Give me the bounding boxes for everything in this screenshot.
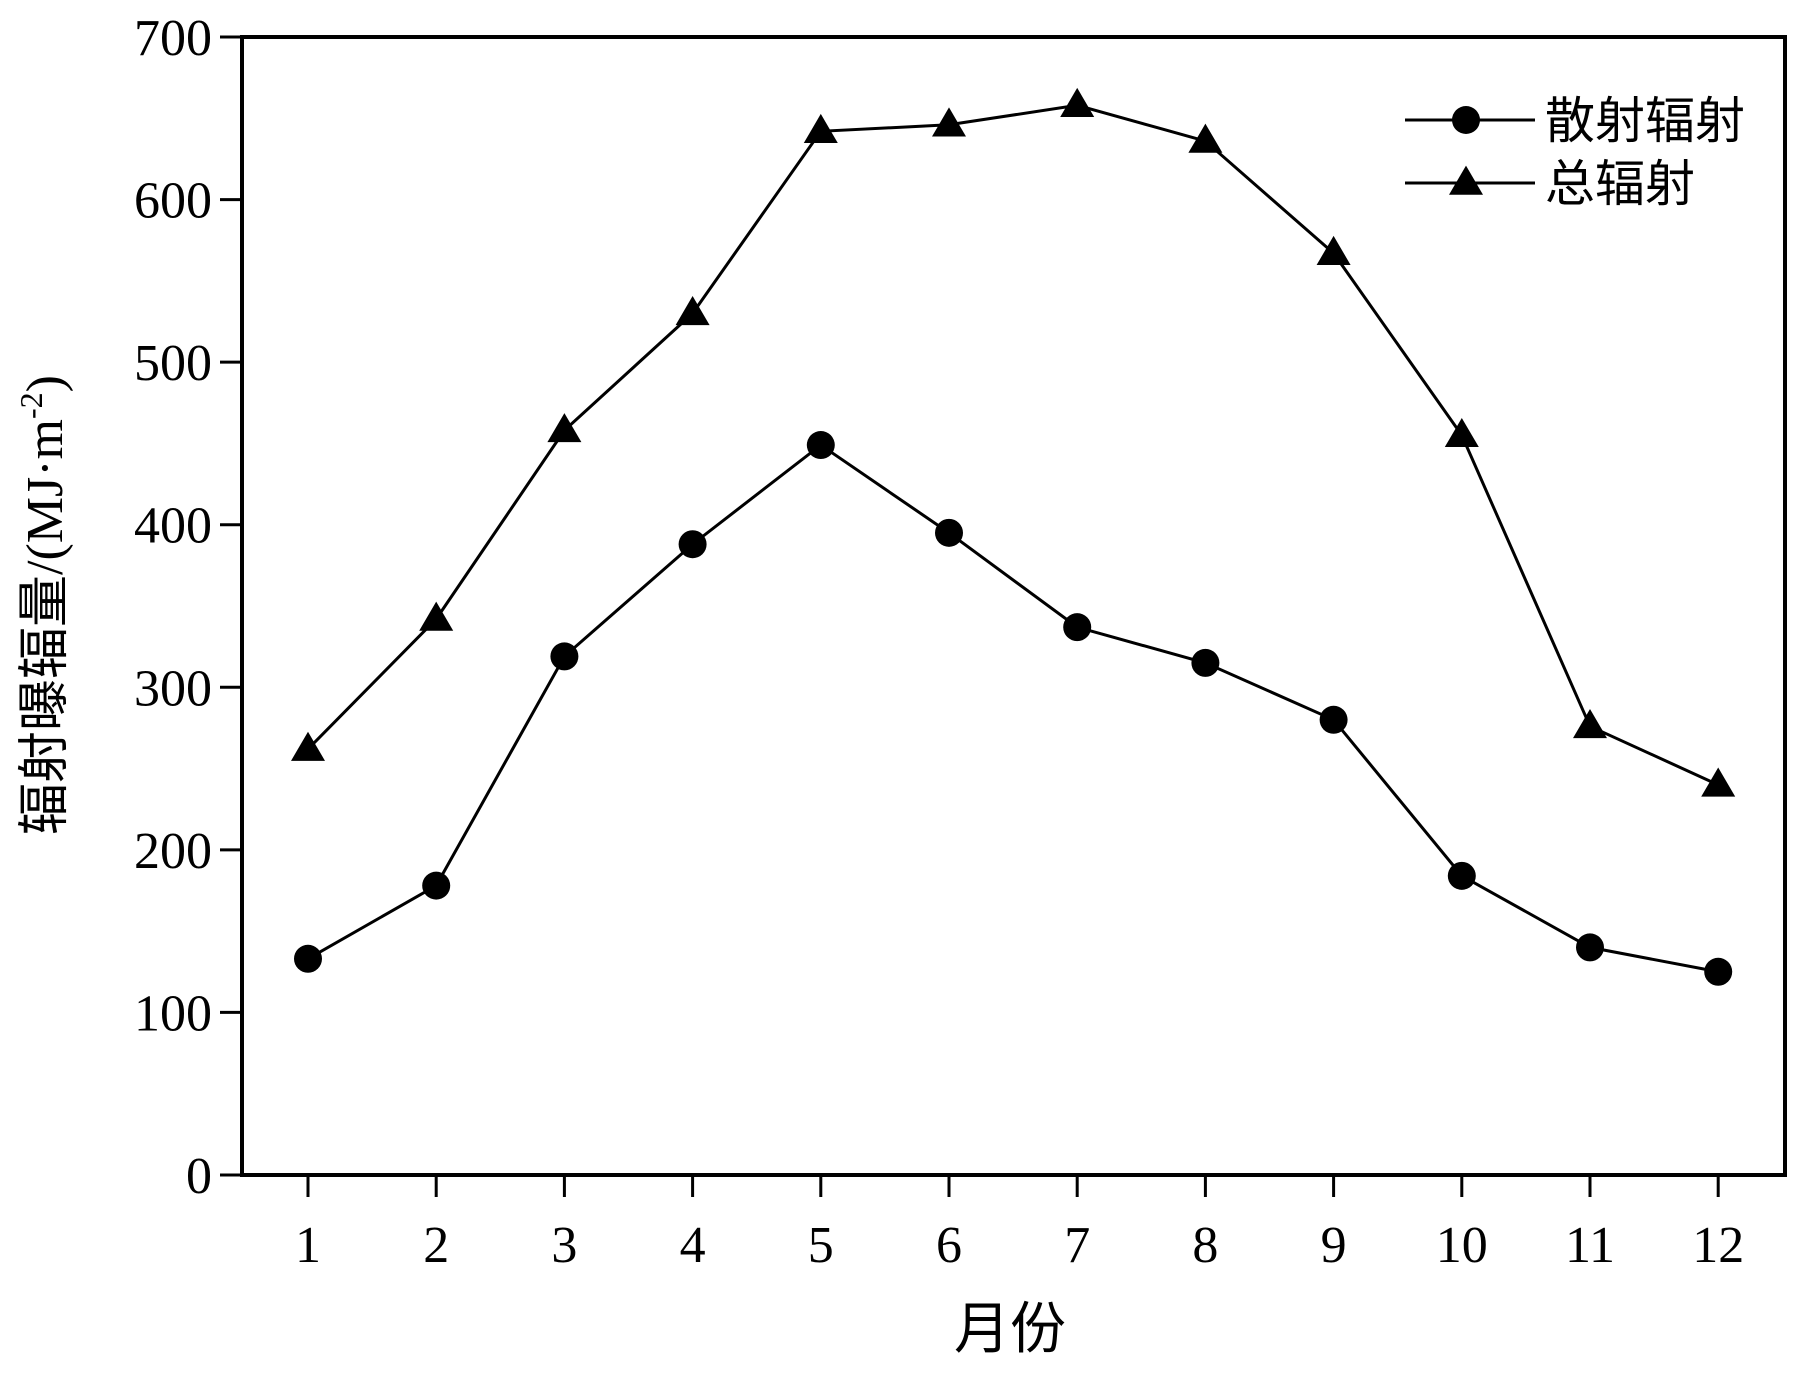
- x-tick-label: 1: [295, 1217, 321, 1274]
- x-tick-label: 4: [680, 1217, 706, 1274]
- x-tick-label: 8: [1192, 1217, 1218, 1274]
- data-point: [1573, 708, 1607, 739]
- data-point: [550, 642, 579, 671]
- series-2: [291, 87, 1736, 797]
- legend-label: 总辐射: [1545, 156, 1695, 212]
- x-tick-label: 7: [1064, 1217, 1090, 1274]
- x-tick-label: 6: [936, 1217, 962, 1274]
- x-tick-label: 3: [551, 1217, 577, 1274]
- x-tick-label: 5: [808, 1217, 834, 1274]
- y-tick-label: 400: [134, 498, 212, 555]
- x-tick-label: 12: [1692, 1217, 1744, 1274]
- x-tick-label: 10: [1436, 1217, 1488, 1274]
- legend-marker: [1449, 165, 1483, 195]
- data-point: [547, 413, 582, 443]
- y-axis-label: 辐射曝辐量/(MJ·m-2): [13, 375, 74, 835]
- legend-item: 散射辐射: [1405, 93, 1745, 149]
- x-tick-label: 9: [1321, 1217, 1347, 1274]
- x-axis: 1 2 3 4 5 6 7 8 9 10 11 12: [295, 1175, 1744, 1274]
- data-point: [419, 601, 454, 631]
- data-point: [935, 518, 963, 547]
- y-tick-label: 600: [134, 173, 212, 230]
- series-layer: [291, 87, 1736, 986]
- y-axis-label-main: 辐射曝辐量/(MJ·m: [17, 419, 74, 835]
- data-point: [294, 944, 322, 973]
- data-point: [1444, 417, 1479, 448]
- data-point: [1188, 123, 1223, 153]
- y-tick-label: 500: [134, 335, 212, 392]
- data-point: [932, 107, 966, 137]
- series-line: [306, 103, 1719, 787]
- data-point: [1447, 861, 1476, 890]
- plot-frame: [240, 35, 1787, 1177]
- y-axis-label-superscript: -2: [13, 392, 49, 419]
- y-tick-label: 0: [186, 1148, 212, 1205]
- series-1: [294, 431, 1733, 986]
- data-point: [678, 530, 707, 559]
- series-line: [307, 443, 1719, 974]
- data-point: [1063, 613, 1092, 642]
- x-tick-label: 11: [1565, 1217, 1615, 1274]
- data-point: [1704, 957, 1733, 986]
- data-point: [1316, 235, 1351, 265]
- x-axis-label: 月份: [954, 1299, 1066, 1361]
- legend-label: 散射辐射: [1545, 93, 1745, 149]
- legend-item: 总辐射: [1405, 156, 1695, 212]
- y-tick-label: 100: [134, 985, 212, 1042]
- data-point: [1576, 933, 1604, 962]
- y-axis: 0 100 200 300 400 500 600 700: [134, 10, 242, 1205]
- data-point: [806, 431, 835, 460]
- y-axis-label-close: ): [17, 375, 74, 392]
- y-tick-label: 700: [134, 10, 212, 67]
- data-point: [675, 296, 710, 326]
- data-point: [1319, 705, 1348, 734]
- data-point: [422, 871, 451, 900]
- y-tick-label: 300: [134, 660, 212, 717]
- data-point: [1191, 648, 1220, 677]
- y-tick-label: 200: [134, 823, 212, 880]
- data-point: [291, 731, 325, 761]
- legend-marker: [1452, 106, 1480, 134]
- x-tick-label: 2: [423, 1217, 449, 1274]
- data-point: [1701, 767, 1736, 797]
- data-point: [1060, 87, 1095, 118]
- data-point: [803, 113, 838, 144]
